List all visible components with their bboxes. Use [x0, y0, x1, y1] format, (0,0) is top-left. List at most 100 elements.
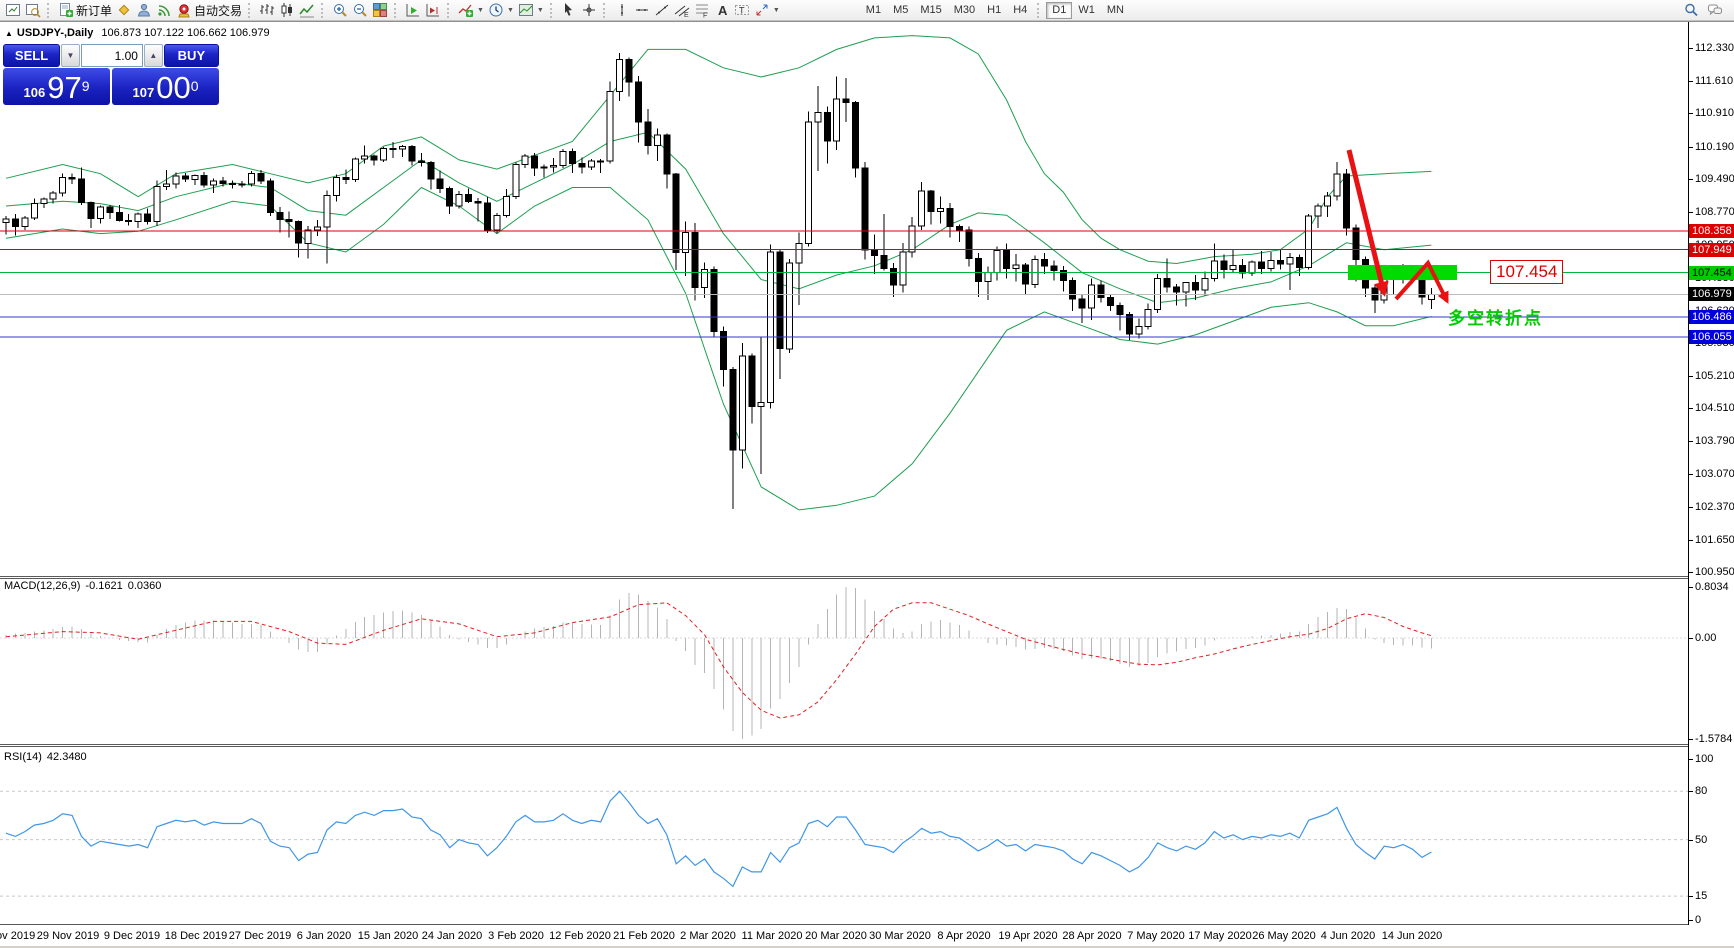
panel-separator[interactable] — [0, 576, 1734, 577]
green-rectangle-annotation[interactable] — [1348, 265, 1457, 280]
timeframe-mn-button[interactable]: MN — [1106, 3, 1124, 16]
tile-windows-button[interactable] — [370, 1, 390, 19]
line-chart-button[interactable] — [297, 1, 317, 19]
signal-button[interactable] — [154, 1, 174, 19]
panel-separator[interactable] — [0, 746, 1734, 747]
fibo-icon: F — [695, 4, 708, 18]
trend-arrows[interactable] — [1346, 149, 1449, 304]
price-axis[interactable]: 112.330 111.610 110.910 110.190 109.490 108.7… — [1689, 22, 1734, 926]
one-click-trading-panel: SELL ▼ ▲ BUY 106 97 9 107 00 0 — [3, 44, 219, 105]
axis-tick-label: 0.8034 — [1695, 581, 1729, 593]
timeframe-d1-button[interactable]: D1 — [1046, 1, 1073, 19]
macd-signal-value: 0.0360 — [127, 580, 162, 592]
date-tick-label: 3 Feb 2020 — [488, 930, 544, 942]
trendline-button[interactable] — [652, 1, 672, 19]
autoscroll-button[interactable] — [403, 1, 423, 19]
timeframe-h1-button[interactable]: H1 — [987, 3, 1002, 16]
turning-point-annotation[interactable]: 多空转折点 — [1448, 309, 1543, 328]
hline-button[interactable] — [632, 1, 652, 19]
text-button[interactable]: A — [712, 1, 732, 19]
date-tick-label: 18 Dec 2019 — [164, 930, 228, 942]
axis-tick-mark — [1689, 376, 1693, 377]
panel-separator[interactable] — [0, 578, 1734, 579]
axis-tick-label: 102.370 — [1695, 501, 1734, 513]
channel-button[interactable]: E — [672, 1, 692, 19]
price-badge: 107.454 — [1689, 266, 1734, 280]
cursor-button[interactable] — [559, 1, 579, 19]
sell-button[interactable]: SELL — [3, 44, 61, 67]
axis-tick-mark — [1689, 572, 1693, 573]
axis-tick-label: 108.770 — [1695, 206, 1734, 218]
rsi-panel[interactable] — [0, 748, 1688, 924]
chat-button[interactable] — [1705, 1, 1725, 19]
new-order-button[interactable]: 新订单 — [56, 1, 114, 19]
toolbar-separator — [47, 2, 52, 18]
timeframe-m15-button[interactable]: M15 — [920, 3, 942, 16]
collapse-arrow-icon[interactable]: ▲ — [5, 29, 13, 38]
indicators-icon — [458, 4, 474, 17]
profile-button[interactable] — [134, 1, 154, 19]
timeframe-w1-button[interactable]: W1 — [1078, 3, 1095, 16]
rsi-name: RSI(14) — [4, 751, 42, 763]
volume-increase-button[interactable]: ▲ — [143, 44, 163, 67]
fibo-button[interactable]: F — [692, 1, 712, 19]
date-tick-label: 29 Nov 2019 — [36, 930, 100, 942]
history-button[interactable] — [114, 1, 134, 19]
ask-main-digits: 00 — [156, 70, 191, 105]
macd-signal-line — [5, 602, 1432, 719]
timeframe-m1-button[interactable]: M1 — [865, 3, 882, 16]
zoom-in-icon — [334, 4, 347, 17]
axis-tick-label: 111.610 — [1695, 75, 1734, 87]
buy-price-display[interactable]: 107 00 0 — [112, 68, 219, 105]
axis-tick-label: 103.070 — [1695, 468, 1734, 480]
zoom-in-button[interactable] — [330, 1, 350, 19]
dropdown-arrow-icon[interactable]: ▼ — [506, 6, 514, 14]
sell-price-display[interactable]: 106 97 9 — [3, 68, 110, 105]
arrows-button[interactable]: ▼ — [752, 1, 782, 19]
axis-tick-mark — [1689, 474, 1693, 475]
price-chart-panel[interactable] — [0, 24, 1688, 576]
trendline-icon — [655, 4, 669, 16]
tile-windows-icon — [373, 3, 388, 17]
buy-button[interactable]: BUY — [163, 44, 219, 67]
macd-panel[interactable] — [0, 580, 1688, 744]
candlestick-series — [2, 53, 1435, 509]
candlestick-button[interactable] — [277, 1, 297, 19]
horizontal-level-lines[interactable] — [0, 230, 1688, 338]
axis-tick-mark — [1689, 81, 1693, 82]
dropdown-arrow-icon[interactable]: ▼ — [536, 6, 544, 14]
template-button[interactable]: ▼ — [516, 1, 546, 19]
volume-decrease-button[interactable]: ▼ — [61, 44, 80, 67]
price-annotation-label[interactable]: 107.454 — [1490, 260, 1564, 284]
vline-button[interactable] — [612, 1, 632, 19]
bar-chart-button[interactable] — [257, 1, 277, 19]
chart-shift-button[interactable] — [423, 1, 443, 19]
volume-input[interactable] — [80, 44, 143, 67]
date-tick-label: 19 Apr 2020 — [998, 930, 1058, 942]
cursor-icon — [564, 3, 572, 16]
search-button[interactable] — [1681, 1, 1701, 19]
price-badge: 106.979 — [1689, 287, 1734, 301]
market-watch-button[interactable] — [23, 1, 43, 19]
history-icon — [118, 4, 130, 16]
axis-tick-mark — [1689, 896, 1693, 897]
charts-window-button[interactable] — [3, 1, 23, 19]
autotrade-button[interactable]: 自动交易 — [174, 1, 244, 19]
timeframe-m5-button[interactable]: M5 — [893, 3, 909, 16]
dropdown-arrow-icon[interactable]: ▼ — [772, 6, 780, 14]
indicators-button[interactable]: ▼ — [456, 1, 486, 19]
timeframe-h4-button[interactable]: H4 — [1013, 3, 1028, 16]
crosshair-button[interactable] — [579, 1, 599, 19]
price-badge: 107.949 — [1689, 243, 1734, 257]
date-tick-label: 14 Jun 2020 — [1381, 930, 1443, 942]
zoom-out-button[interactable] — [350, 1, 370, 19]
label-button[interactable]: T — [732, 1, 752, 19]
date-tick-label: 20 Nov 2019 — [0, 930, 36, 942]
panel-separator[interactable] — [0, 744, 1734, 745]
date-tick-label: 30 Mar 2020 — [869, 930, 931, 942]
periods-button[interactable]: ▼ — [486, 1, 516, 19]
rsi-value: 42.3480 — [46, 751, 87, 763]
timeframe-m30-button[interactable]: M30 — [953, 3, 976, 16]
dropdown-arrow-icon[interactable]: ▼ — [477, 6, 484, 14]
